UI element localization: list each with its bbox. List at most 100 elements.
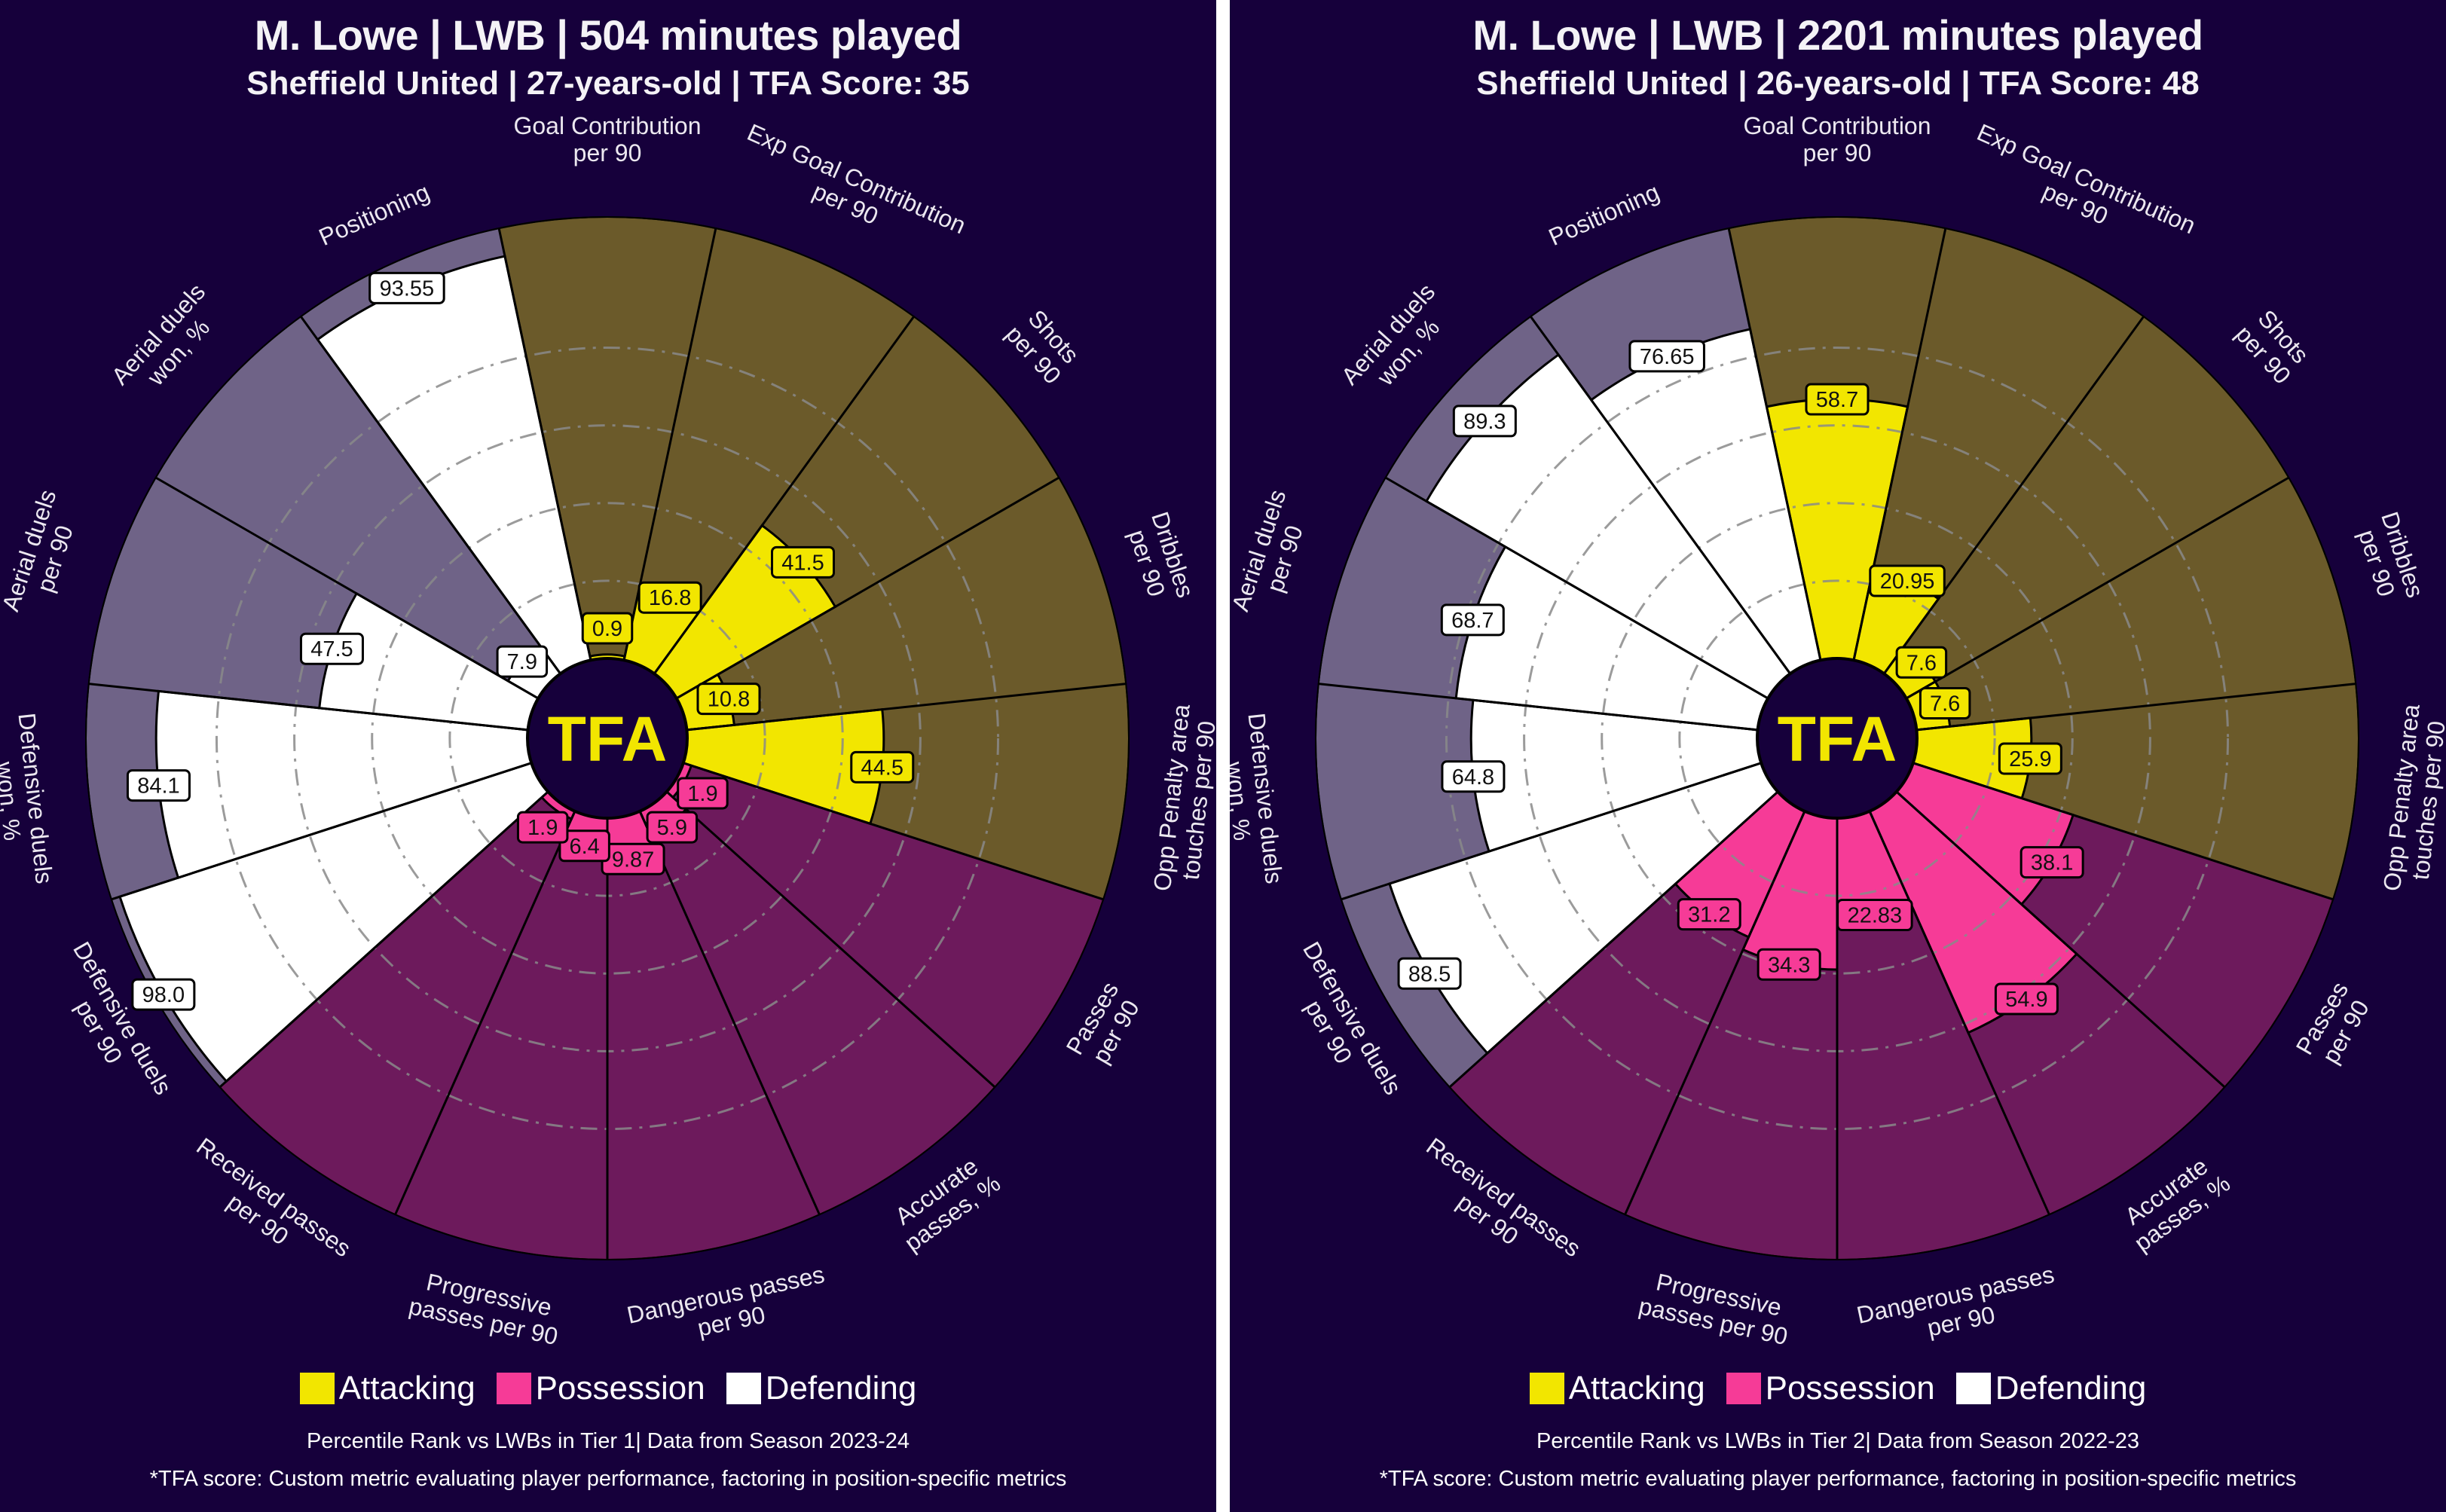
value-label: 58.7 [1805,383,1870,416]
value-label: 25.9 [1998,742,2062,775]
radar-panel-2023-24: M. Lowe | LWB | 504 minutes played Sheff… [0,0,1216,1512]
chart-title: M. Lowe | LWB | 504 minutes played [254,11,962,59]
svg-text:41.5: 41.5 [781,551,824,575]
slice-divider [111,762,532,901]
slice-divider [154,476,539,700]
legend-item-attacking: Attacking [299,1370,475,1407]
category-label: Defensive duelswon, % [0,712,58,888]
slice-divider [1916,683,2356,732]
slice-divider [300,316,561,675]
legend-item-possession: Possession [1726,1370,1935,1407]
value-label: 7.6 [1919,686,1971,719]
value-labels: 0.916.841.510.844.51.95.99.876.41.998.08… [126,271,915,1011]
chart-subtitle: Sheffield United | 27-years-old | TFA Sc… [246,65,970,102]
legend-label: Defending [1995,1370,2147,1407]
slice-divider [638,811,821,1215]
slice-divider [665,790,996,1089]
slice-divider [1624,811,1806,1215]
category-label: Shotsper 90 [2230,302,2316,389]
svg-text:10.8: 10.8 [708,688,750,712]
value-label: 6.4 [558,829,610,863]
category-label: Dangerous passesper 90 [625,1260,833,1355]
category-label: Dribblesper 90 [1121,509,1200,609]
slice-divider [1341,762,1762,901]
svg-text:93.55: 93.55 [380,276,435,301]
value-label: 38.1 [2019,846,2084,879]
legend-label: Possession [535,1370,705,1407]
slice-divider [219,790,549,1089]
slice-divider [497,228,592,661]
slice-divider [1530,316,1791,675]
legend-swatch-defending [1955,1373,1991,1404]
footnote-tfa-score: *TFA score: Custom metric evaluating pla… [1379,1467,2297,1491]
legend-label: Attacking [338,1370,475,1407]
category-label: Defensive duelswon, % [1230,712,1288,888]
pizza-chart: Goal Contribution per 90 Exp Goal Contribu… [0,112,1216,1355]
svg-text:25.9: 25.9 [2009,747,2051,771]
slice-divider [1318,683,1758,732]
legend-item-defending: Defending [1955,1370,2147,1407]
value-label: 98.0 [131,978,196,1011]
value-label: 68.7 [1440,603,1505,637]
value-label: 54.9 [1994,982,2059,1016]
chart-title: M. Lowe | LWB | 2201 minutes played [1472,11,2203,59]
legend-swatch-attacking [1529,1373,1564,1404]
category-label: Progressivepasses per 90 [1636,1266,1796,1350]
category-label: Aerial duelsper 90 [0,487,87,623]
value-label: 16.8 [637,581,702,614]
legend-swatch-possession [1726,1373,1761,1404]
svg-text:6.4: 6.4 [569,835,599,859]
pizza-chart: Goal Contribution per 90 Exp Goal Contribu… [1230,112,2446,1350]
legend-label: Attacking [1568,1370,1705,1407]
category-label: Progressivepasses per 90 [406,1266,566,1350]
value-label: 1.9 [677,777,729,810]
svg-text:1.9: 1.9 [527,816,558,840]
slice-divider [653,316,915,675]
svg-text:98.0: 98.0 [142,983,185,1007]
value-label: 7.6 [1895,646,1948,679]
category-label: Passesper 90 [1061,977,1148,1073]
value-labels: 58.7 20.95 7.6 7.6 25.9 38.1 54.9 22.83 34.3 31.2… [1397,340,2084,1016]
category-label: Opp Penalty areatouches per 90 [1148,703,1216,895]
legend-swatch-defending [726,1373,761,1404]
value-label: 7.9 [496,645,549,678]
value-wedges [1388,328,2078,1055]
slice-divider [1727,228,1822,661]
slice-divider [1448,790,1779,1089]
svg-text:34.3: 34.3 [1768,953,1810,977]
footnote-percentile: Percentile Rank vs LWBs in Tier 1| Data … [306,1429,910,1453]
svg-text:58.7: 58.7 [1816,388,1858,412]
value-label: 9.87 [601,842,665,875]
slice-dividers [1318,228,2356,1260]
category-label: Passesper 90 [2291,977,2377,1073]
svg-text:31.2: 31.2 [1688,903,1730,927]
category-label: Positioning [1545,179,1664,252]
legend-item-possession: Possession [496,1370,705,1407]
svg-text:5.9: 5.9 [657,816,687,840]
category-label: Aerial duelswon, % [106,278,231,408]
value-wedges [118,255,885,1083]
svg-text:68.7: 68.7 [1451,609,1494,633]
svg-text:54.9: 54.9 [2005,988,2047,1012]
panel-divider [1216,0,1230,1512]
gridline-ring [1601,502,2074,975]
legend-item-attacking: Attacking [1529,1370,1705,1407]
slice-divider [1868,811,2050,1215]
category-label: Opp Penalty areatouches per 90 [2378,703,2446,895]
slice-divider [683,762,1104,901]
radar-panel-2022-23: M. Lowe | LWB | 2201 minutes played Shef… [1230,0,2446,1512]
gridline-ring [371,502,844,975]
legend-item-defending: Defending [726,1370,917,1407]
svg-text:7.9: 7.9 [507,650,537,674]
slice-divider [1906,476,2290,700]
legend-label: Possession [1765,1370,1935,1407]
legend-label: Defending [765,1370,917,1407]
category-label: Aerial duelsper 90 [1230,487,1317,623]
category-label: Goal Contribution per 90 [1743,112,1931,166]
value-label: 20.95 [1869,564,1946,597]
value-label: 47.5 [299,632,364,665]
slice-divider [88,683,528,732]
slice-divider [1912,762,2334,901]
value-label: 93.55 [368,271,445,304]
legend-swatch-possession [496,1373,531,1404]
